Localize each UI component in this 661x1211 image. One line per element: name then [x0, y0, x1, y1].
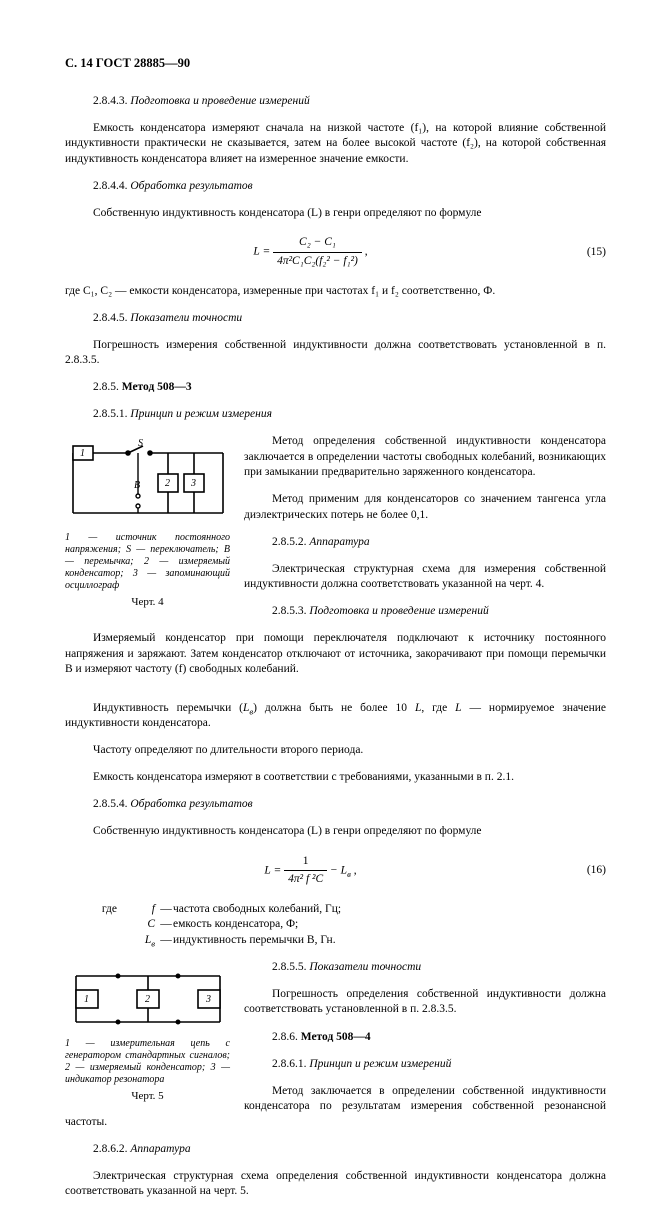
- svg-text:2: 2: [165, 478, 170, 489]
- equation-15: L = C₂ − C₁ 4π²C₁C₂(f₂² − f₁²) , (15): [65, 235, 606, 269]
- figure-4-svg: 1 2 3 S B: [68, 438, 228, 528]
- para-285: 2.8.5. Метод 508—3: [65, 380, 606, 396]
- svg-text:1: 1: [80, 448, 85, 459]
- svg-text:3: 3: [205, 994, 211, 1005]
- figure-4-label: Черт. 4: [65, 596, 230, 609]
- para-2843: 2.8.4.3. Подготовка и проведение измерен…: [65, 94, 606, 110]
- para-p17: Частоту определяют по длительности второ…: [65, 743, 606, 759]
- figure-5-label: Черт. 5: [65, 1090, 230, 1103]
- figure-5: 1 2 3 1 — измерительная цепь с генератор…: [65, 964, 230, 1103]
- page: С. 14 ГОСТ 28885—90 2.8.4.3. Подготовка …: [0, 0, 661, 936]
- figure-4-caption: 1 — источник постоянного напряжения; S —…: [65, 532, 230, 592]
- svg-text:B: B: [134, 480, 140, 491]
- equation-16: L = 1 4π² f ²C − Lв , (16): [65, 854, 606, 888]
- svg-text:S: S: [138, 438, 143, 449]
- para-2862: 2.8.6.2. Аппаратура: [65, 1142, 606, 1158]
- para-p18: Емкость конденсатора измеряют в соответс…: [65, 770, 606, 786]
- page-header: С. 14 ГОСТ 28885—90: [65, 55, 606, 72]
- para-p27: Электрическая структурная схема определе…: [65, 1169, 606, 1200]
- equation-15-num: (15): [556, 245, 606, 261]
- definitions: где f — частота свободных колебаний, Гц;…: [83, 902, 606, 949]
- svg-text:3: 3: [190, 478, 196, 489]
- para-2851: 2.8.5.1. Принцип и режим измерения: [65, 407, 606, 423]
- para-p16: Индуктивность перемычки (Lв) должна быть…: [65, 701, 606, 732]
- para-p7: Погрешность измерения собственной индукт…: [65, 338, 606, 369]
- section-with-fig5: 1 2 3 1 — измерительная цепь с генератор…: [65, 960, 606, 1211]
- equation-16-num: (16): [556, 863, 606, 879]
- section-with-fig4: 1 2 3 S B 1 — источник постоянного напря…: [65, 434, 606, 689]
- para-p2: Емкость конденсатора измеряют сначала на…: [65, 121, 606, 168]
- para-2854: 2.8.5.4. Обработка результатов: [65, 797, 606, 813]
- para-p20: Собственную индуктивность конденсатора (…: [65, 824, 606, 840]
- svg-text:2: 2: [145, 994, 150, 1005]
- figure-5-caption: 1 — измерительная цепь с генератором ста…: [65, 1038, 230, 1086]
- svg-text:1: 1: [84, 994, 89, 1005]
- figure-4: 1 2 3 S B 1 — источник постоянного напря…: [65, 438, 230, 609]
- figure-5-svg: 1 2 3: [68, 964, 228, 1034]
- para-p4: Собственную индуктивность конденсатора (…: [65, 206, 606, 222]
- para-p5: где C₁, C₂ — емкости конденсатора, измер…: [65, 284, 606, 300]
- para-2844: 2.8.4.4. Обработка результатов: [65, 179, 606, 195]
- para-2845: 2.8.4.5. Показатели точности: [65, 311, 606, 327]
- para-p15: Измеряемый конденсатор при помощи перекл…: [65, 631, 606, 678]
